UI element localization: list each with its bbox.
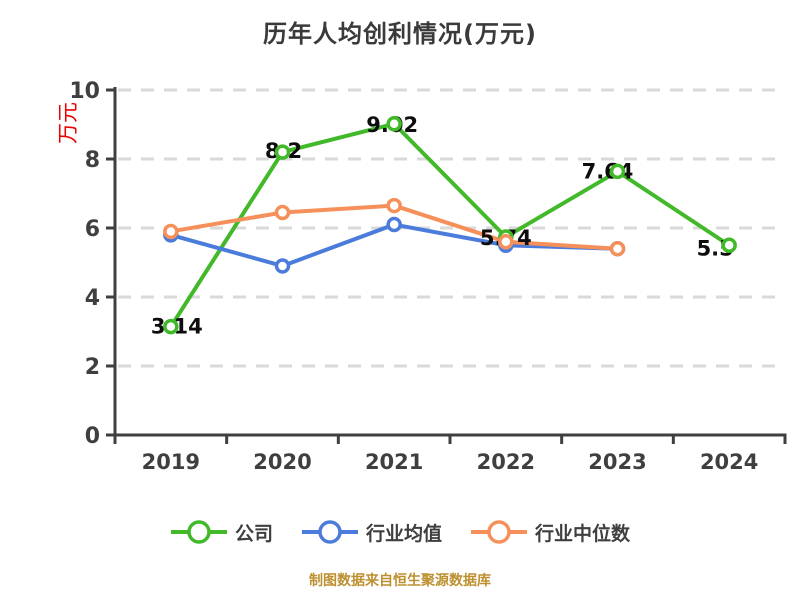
svg-text:2024: 2024 xyxy=(700,450,758,474)
svg-text:2019: 2019 xyxy=(142,450,200,474)
svg-text:2022: 2022 xyxy=(477,450,535,474)
svg-text:0: 0 xyxy=(85,424,100,449)
series-markers-2 xyxy=(163,197,626,257)
line-chart-plot: 0 2 4 6 8 10 2019 2020 2021 2022 2023 2024 3.148.29.… xyxy=(69,79,787,474)
legend-label: 公司 xyxy=(234,522,273,545)
svg-text:6: 6 xyxy=(85,217,100,242)
svg-text:2: 2 xyxy=(85,355,100,380)
svg-text:10: 10 xyxy=(69,79,100,104)
svg-text:2020: 2020 xyxy=(253,450,311,474)
legend-marker-icon xyxy=(170,520,227,544)
gridlines xyxy=(118,88,785,368)
legend-item-1: 行业均值 xyxy=(301,518,442,546)
legend-label: 行业均值 xyxy=(365,522,442,545)
svg-text:2023: 2023 xyxy=(588,450,646,474)
legend-item-2: 行业中位数 xyxy=(470,518,630,546)
svg-text:8: 8 xyxy=(85,148,100,173)
legend-marker-icon xyxy=(301,520,358,544)
legend-item-0: 公司 xyxy=(170,518,273,546)
svg-text:2021: 2021 xyxy=(365,450,423,474)
svg-text:4: 4 xyxy=(85,286,100,311)
svg-text:7.64: 7.64 xyxy=(582,159,634,183)
data-source-note: 制图数据来自恒生聚源数据库 xyxy=(309,573,491,589)
legend-label: 行业中位数 xyxy=(535,522,631,545)
chart-title: 历年人均创利情况(万元) xyxy=(263,20,537,48)
legend-marker-icon xyxy=(471,520,527,544)
data-labels: 3.148.29.025.747.645.5 xyxy=(151,113,734,339)
axes: 0 2 4 6 8 10 2019 2020 2021 2022 2023 2024 xyxy=(69,79,787,474)
series-line-0 xyxy=(168,121,732,329)
legend: 公司 行业均值 行业中位数 xyxy=(0,518,800,546)
